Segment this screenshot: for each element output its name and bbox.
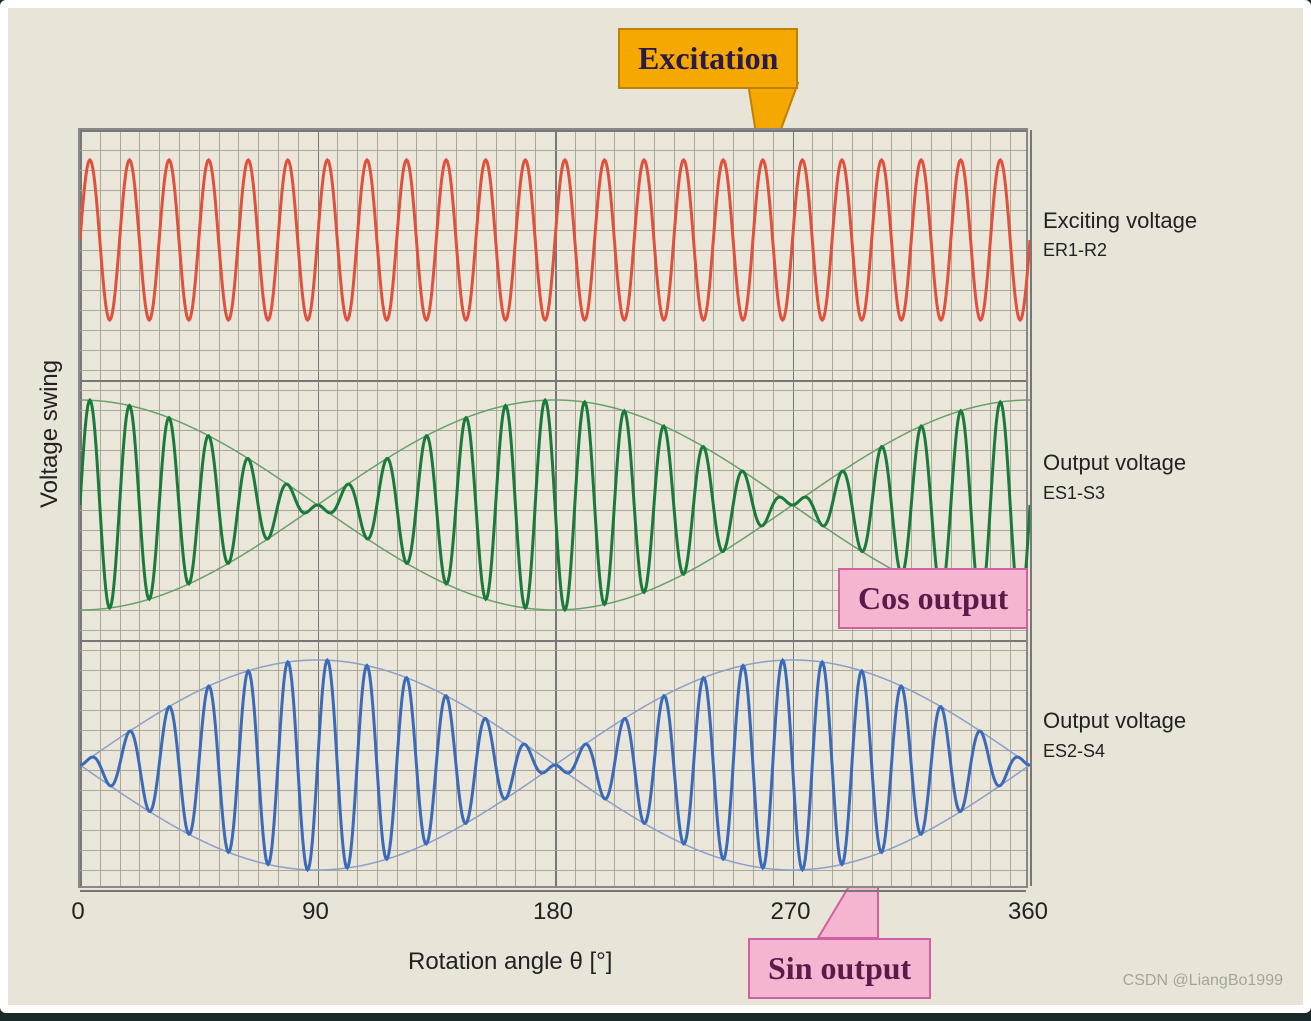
- wave-sin-output: [80, 660, 1030, 870]
- x-tick-360: 360: [1008, 898, 1048, 926]
- label-sin-output: Output voltage: [1043, 708, 1186, 734]
- sublabel-excitation: ER1-R2: [1043, 240, 1107, 261]
- x-axis-label: Rotation angle θ [°]: [408, 948, 612, 976]
- waveforms: [80, 130, 1030, 890]
- watermark: CSDN @LiangBo1999: [1123, 972, 1283, 990]
- x-tick-180: 180: [533, 898, 573, 926]
- y-axis-label: Voltage swing: [36, 360, 64, 508]
- excitation-callout: Excitation: [618, 28, 798, 89]
- cos-callout: Cos output: [838, 568, 1028, 629]
- plot-area: [78, 128, 1028, 888]
- x-tick-270: 270: [770, 898, 810, 926]
- label-cos-output: Output voltage: [1043, 450, 1186, 476]
- label-excitation: Exciting voltage: [1043, 208, 1197, 234]
- x-tick-0: 0: [71, 898, 84, 926]
- sublabel-sin-output: ES2-S4: [1043, 741, 1105, 762]
- wave-excitation: [80, 160, 1030, 320]
- sin-callout: Sin output: [748, 938, 931, 999]
- x-tick-90: 90: [302, 898, 329, 926]
- chart-frame: 0 90 180 270 360 Voltage swing Rotation angl…: [0, 0, 1311, 1013]
- sublabel-cos-output: ES1-S3: [1043, 483, 1105, 504]
